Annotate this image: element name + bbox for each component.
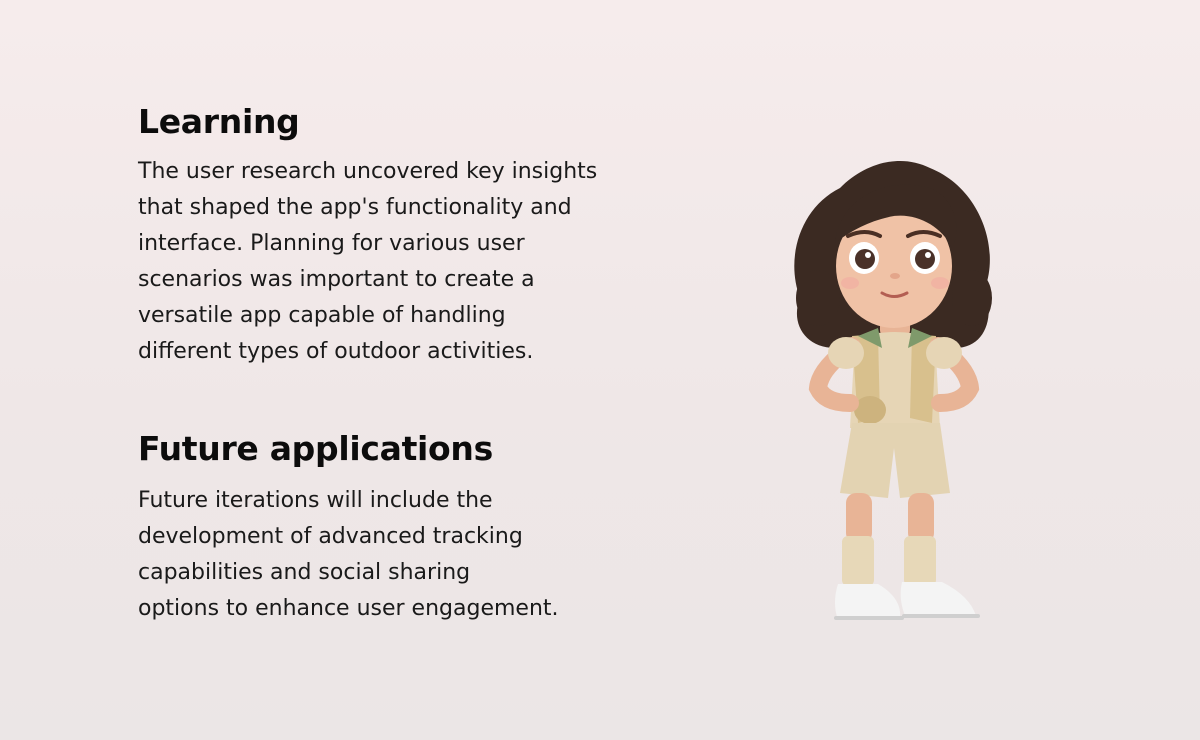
text-column: Learning The user research uncovered key… xyxy=(138,100,658,627)
future-line: Future iterations will include the xyxy=(138,488,493,513)
learning-line: different types of outdoor activities. xyxy=(138,339,534,364)
future-applications-heading: Future applications xyxy=(138,429,493,468)
future-line: development of advanced tracking xyxy=(138,524,523,549)
future-line: capabilities and social sharing xyxy=(138,560,471,585)
explorer-girl-icon xyxy=(794,160,992,620)
learning-heading: Learning xyxy=(138,102,300,141)
future-applications-paragraph: Future iterations will include the devel… xyxy=(138,483,658,627)
learning-line: that shaped the app's functionality and xyxy=(138,195,572,220)
learning-line: versatile app capable of handling xyxy=(138,303,506,328)
learning-line: The user research uncovered key insights xyxy=(138,159,598,184)
learning-line: scenarios was important to create a xyxy=(138,267,535,292)
learning-paragraph: The user research uncovered key insights… xyxy=(138,154,658,370)
learning-line: interface. Planning for various user xyxy=(138,231,525,256)
future-line: options to enhance user engagement. xyxy=(138,596,559,621)
explorer-girl-illustration xyxy=(780,148,1010,638)
